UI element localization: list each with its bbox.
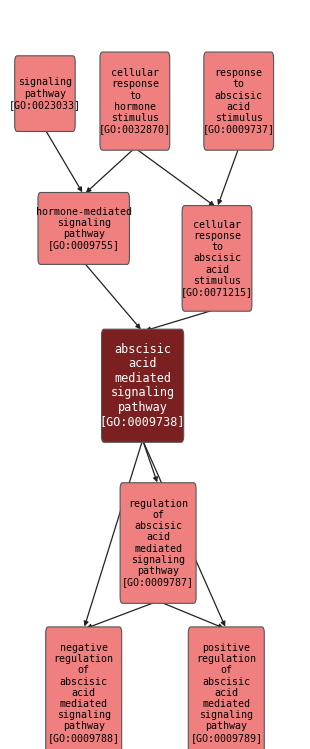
FancyBboxPatch shape xyxy=(120,483,196,604)
Text: signaling
pathway
[GO:0023033]: signaling pathway [GO:0023033] xyxy=(9,77,81,110)
Text: response
to
abscisic
acid
stimulus
[GO:0009737]: response to abscisic acid stimulus [GO:0… xyxy=(203,68,275,134)
Text: cellular
response
to
hormone
stimulus
[GO:0032870]: cellular response to hormone stimulus [G… xyxy=(99,68,171,134)
FancyBboxPatch shape xyxy=(38,192,129,264)
Text: abscisic
acid
mediated
signaling
pathway
[GO:0009738]: abscisic acid mediated signaling pathway… xyxy=(100,343,185,428)
FancyBboxPatch shape xyxy=(100,52,170,150)
FancyBboxPatch shape xyxy=(182,206,252,312)
Text: regulation
of
abscisic
acid
mediated
signaling
pathway
[GO:0009787]: regulation of abscisic acid mediated sig… xyxy=(122,499,194,587)
FancyBboxPatch shape xyxy=(46,627,122,749)
FancyBboxPatch shape xyxy=(188,627,264,749)
Text: negative
regulation
of
abscisic
acid
mediated
signaling
pathway
[GO:0009788]: negative regulation of abscisic acid med… xyxy=(48,643,120,742)
FancyBboxPatch shape xyxy=(204,52,274,150)
Text: hormone-mediated
signaling
pathway
[GO:0009755]: hormone-mediated signaling pathway [GO:0… xyxy=(36,207,132,250)
Text: cellular
response
to
abscisic
acid
stimulus
[GO:0071215]: cellular response to abscisic acid stimu… xyxy=(181,219,253,297)
FancyBboxPatch shape xyxy=(15,56,75,132)
FancyBboxPatch shape xyxy=(102,330,184,442)
Text: positive
regulation
of
abscisic
acid
mediated
signaling
pathway
[GO:0009789]: positive regulation of abscisic acid med… xyxy=(190,643,262,742)
